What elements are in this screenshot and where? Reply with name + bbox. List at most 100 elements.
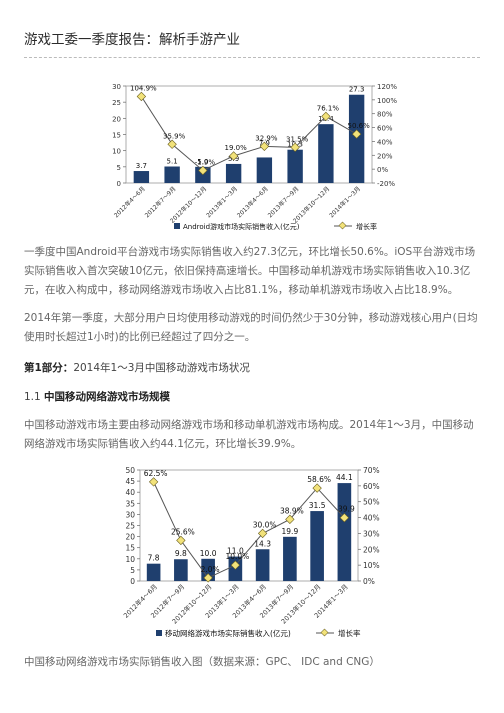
subsection-prefix: 1.1: [24, 391, 45, 403]
y-tick-label: 0: [130, 577, 135, 586]
bar-value-label: 10.0: [200, 549, 217, 558]
y2-tick-label: 20%: [377, 152, 393, 160]
legend-line-label: 增长率: [356, 222, 377, 231]
legend-bar-swatch: [156, 630, 162, 636]
bar-value-label: 9.8: [175, 549, 187, 558]
bar-value-label: 5.1: [167, 158, 178, 166]
growth-point: [257, 528, 268, 539]
y2-tick-label: 50%: [363, 498, 380, 507]
growth-line: [153, 481, 345, 579]
y2-tick-label: -20%: [377, 180, 395, 188]
growth-point: [148, 477, 159, 487]
growth-point: [321, 111, 331, 122]
y-tick-label: 35: [125, 499, 135, 508]
y-tick-label: 25: [112, 99, 121, 107]
y2-tick-label: 60%: [363, 482, 380, 491]
legend-line-marker: [320, 628, 329, 637]
y2-tick-label: 80%: [377, 111, 393, 119]
x-tick-label: 2014年1～3月: [327, 185, 362, 220]
y2-tick-label: 40%: [363, 514, 380, 523]
subsection-heading: 1.1 中国移动网络游戏市场规模: [24, 389, 170, 404]
x-tick-label: 2013年1～3月: [204, 185, 239, 220]
y-tick-label: 15: [125, 544, 135, 553]
growth-point: [230, 560, 241, 570]
growth-point: [290, 142, 300, 152]
section-prefix: 第1部分：: [24, 362, 74, 374]
legend-bar-label: 移动网络游戏市场实际销售收入(亿元): [165, 628, 291, 638]
y-tick-label: 5: [130, 566, 135, 575]
growth-point: [351, 129, 362, 139]
growth-value-label: 19.0%: [225, 144, 248, 152]
section-heading: 第1部分：2014年1～3月中国移动游戏市场状况: [24, 360, 250, 375]
y2-tick-label: 70%: [363, 466, 380, 475]
y-tick-label: 45: [125, 477, 135, 486]
growth-point: [203, 573, 213, 583]
bar-value-label: 3.7: [136, 162, 147, 170]
growth-value-label: 38.9%: [280, 506, 304, 515]
bar: [255, 549, 270, 581]
growth-value-label: 58.6%: [307, 475, 331, 484]
y-tick-label: 40: [125, 488, 135, 497]
bar-value-label: 19.9: [282, 527, 299, 536]
y2-tick-label: 100%: [377, 97, 397, 105]
y2-tick-label: 120%: [377, 83, 397, 91]
bar: [318, 124, 334, 183]
legend-bar-swatch: [174, 223, 180, 229]
y-tick-label: 50: [125, 466, 135, 475]
y2-tick-label: 0%: [377, 166, 388, 174]
growth-point: [339, 513, 350, 523]
legend-line-label: 增长率: [338, 628, 361, 638]
growth-value-label: 39.9: [338, 505, 355, 514]
legend-line-marker: [338, 221, 347, 230]
bar: [287, 149, 303, 183]
y2-tick-label: 40%: [377, 138, 393, 146]
bar: [174, 559, 188, 581]
bar-value-label: 27.3: [349, 86, 365, 94]
growth-point: [198, 165, 208, 176]
bar-value-label: 5.0: [197, 158, 208, 166]
bar-value-label: 44.1: [336, 473, 353, 482]
bar: [133, 171, 150, 183]
bar-value-label: 7.8: [148, 554, 160, 563]
growth-value-label: 10.0%: [225, 552, 249, 561]
growth-point: [285, 514, 295, 524]
growth-point: [176, 535, 186, 546]
section-text: 2014年1～3月中国移动游戏市场状况: [73, 362, 250, 374]
bar: [337, 483, 352, 581]
growth-value-label: 62.5%: [144, 469, 168, 478]
title-divider: [24, 57, 480, 58]
paragraph-usage: 2014年第一季度，大部分用户日均使用移动游戏的时间仍然少于30分钟，移动游戏核…: [24, 312, 478, 343]
growth-value-label: 2.0%: [201, 565, 220, 574]
y-tick-label: 0: [117, 180, 121, 188]
growth-point: [136, 91, 147, 102]
growth-point: [167, 139, 177, 149]
y-tick-label: 15: [112, 132, 121, 140]
growth-value-label: 50.6%: [348, 122, 371, 130]
bar-value-label: 14.3: [254, 539, 271, 548]
growth-value-label: 32.9%: [255, 134, 278, 142]
bar: [201, 558, 215, 581]
bar: [164, 166, 180, 183]
bar: [256, 157, 273, 183]
y2-tick-label: 0%: [363, 577, 375, 586]
growth-point: [259, 141, 270, 152]
bar-value-label: 11.0: [227, 547, 244, 556]
x-tick-label: 2013年7～9月: [266, 185, 301, 220]
bar: [225, 163, 242, 183]
page-title: 游戏工委一季度报告：解析手游产业: [24, 32, 240, 48]
growth-point: [312, 483, 322, 493]
y-tick-label: 20: [112, 115, 121, 123]
growth-value-label: 30.0%: [253, 520, 277, 529]
bar: [310, 511, 324, 581]
growth-value-label: -1.9%: [195, 158, 216, 166]
bar: [348, 94, 365, 183]
y2-tick-label: 30%: [363, 529, 380, 538]
paragraph-android: 一季度中国Android平台游戏市场实际销售收入约27.3亿元，环比增长50.6…: [24, 246, 476, 296]
bar: [283, 536, 297, 581]
y-tick-label: 25: [125, 522, 135, 531]
growth-value-label: 25.6%: [171, 527, 195, 536]
growth-line: [140, 96, 357, 172]
chart-caption: 中国移动网络游戏市场实际销售收入图（数据来源：GPC、 IDC and CNG）: [24, 656, 380, 668]
y-tick-label: 10: [112, 148, 121, 156]
